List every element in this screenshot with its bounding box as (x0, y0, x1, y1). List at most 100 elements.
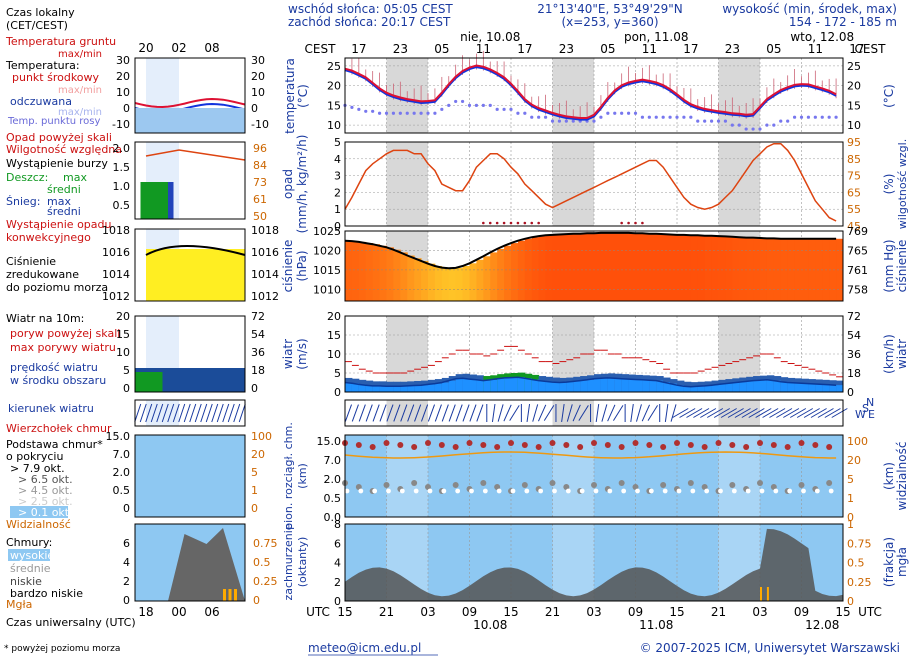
temperature-line (344, 64, 837, 119)
precip-night-band-0 (386, 142, 428, 226)
cloud-top-dot (549, 440, 556, 446)
cloud-base-dot-low (565, 488, 571, 494)
wind-arrow (635, 404, 642, 422)
cloud-base-dot-low (814, 488, 820, 494)
cloud-right-tick: 20 (847, 454, 861, 467)
day-label-top: pon, 11.08 (624, 30, 689, 44)
cloud-base-dot (826, 480, 833, 486)
legend-visibility-right-tick: 1 (251, 484, 258, 497)
legend-cloud-low: niskie (10, 575, 42, 588)
legend-conv1: Wystąpienie opadu (6, 218, 111, 231)
pressure-fill-bar (836, 238, 844, 301)
legend-humidity-right-tick: 96 (253, 142, 267, 155)
wind-arrow (538, 404, 547, 422)
wind-speed-bar (663, 382, 671, 392)
legend-rain-max: max (63, 171, 87, 184)
cover-axis-unit: (oktanty) (296, 537, 309, 588)
wind-speed-bar (587, 379, 595, 392)
legend-wind-arrow (167, 403, 175, 423)
utc-hour-tick: 21 (379, 605, 394, 619)
dew-point-dot (550, 119, 555, 123)
dew-point-dot (827, 115, 831, 119)
cloud-base-dot (411, 480, 418, 486)
legend-wind-left-tick: 15 (116, 328, 130, 341)
legend-humidity-right-tick: 84 (253, 159, 267, 172)
legend-octa-01: > 0.1 okt. (18, 506, 73, 519)
utc-hour-tick: 21 (711, 605, 726, 619)
wind-arrow (476, 404, 484, 422)
compass-glyph: W (855, 408, 866, 421)
utc-hour-tick: 09 (794, 605, 809, 619)
wind-arrow (543, 405, 555, 421)
dew-point-dot (613, 111, 617, 115)
dew-point-dot (454, 99, 458, 104)
cloud-base-dot-low (731, 488, 737, 494)
wind-speed-bar (517, 377, 526, 392)
cloud-base-dot (632, 484, 639, 490)
temp-axis-unit: (°C) (296, 84, 310, 108)
legend-precip-left-tick: 2.0 (113, 142, 131, 155)
legend-conv2: konwekcyjnego (6, 231, 91, 244)
legend-soil-temp-sub: max/min (58, 49, 102, 60)
cloud-top-dot (715, 440, 722, 446)
wind-speed-bar (580, 380, 588, 392)
cloud-base-dot-low (552, 488, 557, 494)
legend-wind-arrow (189, 403, 197, 423)
pressure-fill-bar (414, 258, 422, 301)
cloud-base-dot (701, 484, 708, 490)
cloud-base-dot-low (441, 488, 447, 494)
wind-axis-title: wiatr (281, 339, 295, 369)
cloud-base-dot-low (635, 488, 640, 494)
legend-temp-right-tick: 10 (251, 86, 265, 99)
pressure-fill-bar (455, 267, 464, 301)
legend-pressure-left-tick: 1018 (102, 224, 130, 237)
wind-speed-bar (614, 378, 623, 392)
cloud-right-tick: 1 (847, 492, 854, 505)
cloud-base-dot-low (344, 488, 350, 494)
legend-precip-above: Opad powyżej skali (6, 131, 112, 144)
legend-octa-01-bg (10, 506, 68, 518)
wind-left-tick: 5 (334, 367, 341, 380)
wind-speed-bar (697, 386, 706, 392)
pres-frame (344, 230, 844, 302)
wind-arrow (351, 404, 359, 422)
pressure-fill-bar (421, 260, 429, 301)
legend-temp-left-tick: -10 (112, 118, 130, 131)
pressure-fill-bar (683, 234, 692, 301)
legend-cloud-base-2: o pokryciu (6, 450, 63, 463)
dew-point-dot (557, 119, 562, 123)
wind-arrow (664, 404, 669, 422)
legend-cover-left-tick: 2 (123, 575, 130, 588)
legend-cover-left-tick: 0 (123, 594, 130, 607)
cloud-top-dot (494, 444, 501, 450)
pressure-right-tick: 761 (847, 264, 868, 277)
pressure-right-tick: 769 (847, 225, 868, 238)
cloud-top-dot (757, 440, 763, 446)
wind-speed-bar (801, 383, 809, 392)
wind-speed-bar (497, 378, 505, 392)
dew-point-dot (371, 109, 375, 113)
wind-arrow (526, 404, 531, 422)
cloud-base-dot (452, 482, 459, 488)
drizzle-marker (495, 221, 499, 225)
legend-cloud-bg (135, 435, 245, 517)
legend-snow-bar (168, 182, 174, 219)
wind-left-tick: 15 (327, 329, 341, 342)
wind-speed-bar (573, 381, 581, 392)
wind-speed-bar (566, 382, 574, 392)
legend-fog: Mgła (6, 598, 32, 611)
pressure-fill-bar (365, 243, 374, 301)
footer-email[interactable]: meteo@icm.edu.pl (308, 641, 421, 655)
cloud-base-dot-low (469, 488, 474, 494)
pressure-fill-bar (787, 238, 796, 301)
pressure-fill-bar (524, 238, 533, 301)
wind-speed-bar (739, 382, 747, 392)
cloud-top-dot (591, 440, 597, 446)
wind-right-tick: 72 (847, 310, 861, 323)
pressure-left-tick: 1015 (313, 264, 341, 277)
fog-right-tick: 0.25 (847, 576, 872, 589)
legend-cest-tick: 08 (204, 41, 219, 55)
dew-point-dot (564, 119, 568, 123)
precip-left-tick: 2 (334, 186, 341, 199)
